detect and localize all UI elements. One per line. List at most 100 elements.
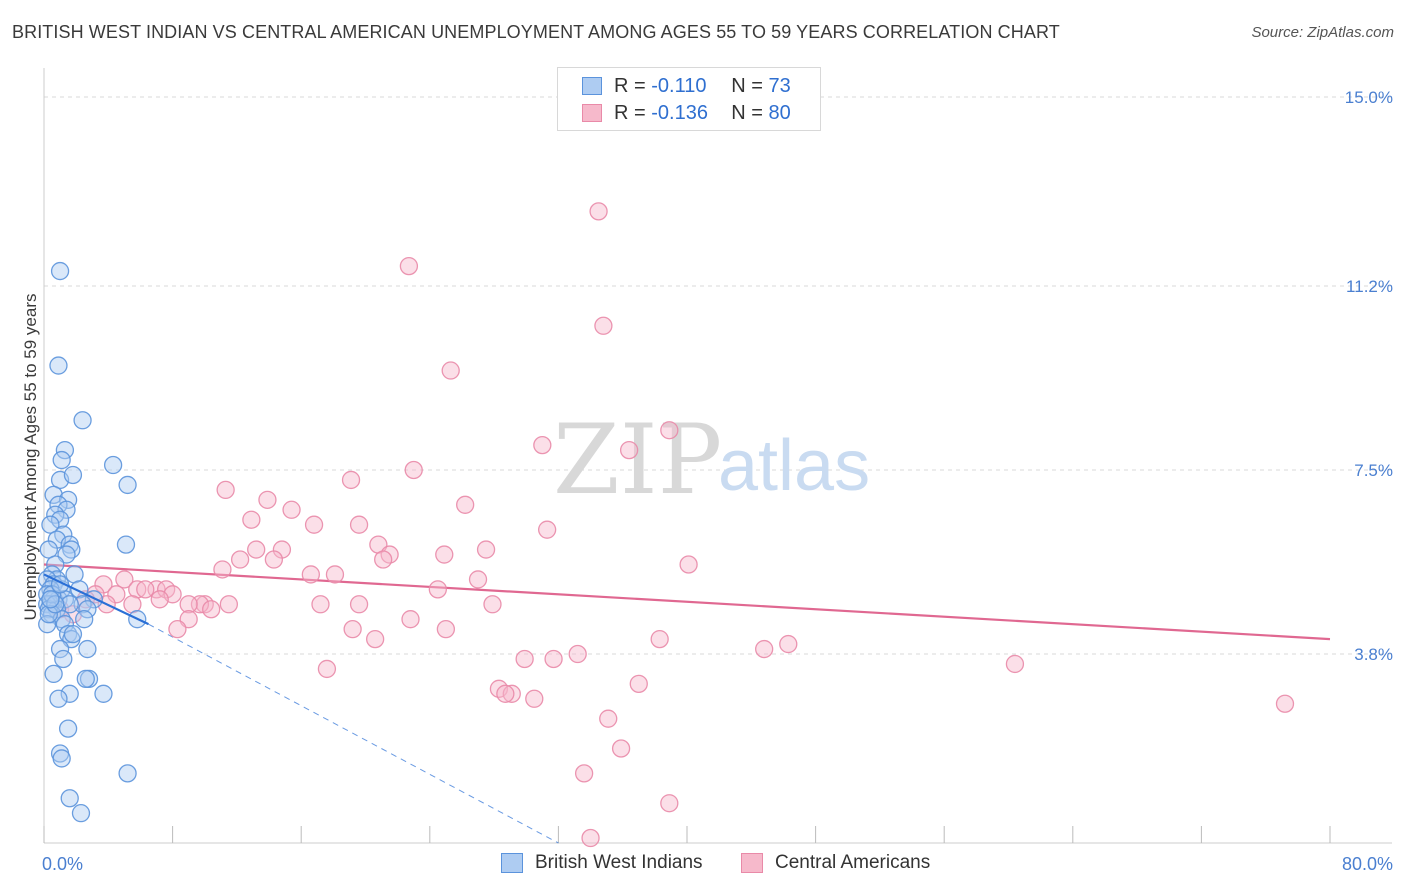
central-american-point xyxy=(341,470,361,490)
x-tick-labels: 0.0% 80.0% xyxy=(42,854,1393,874)
central-american-point xyxy=(242,510,261,529)
legend-n-value: 73 xyxy=(768,74,791,97)
british-west-indian-point xyxy=(76,669,95,689)
central-american-point xyxy=(428,580,447,599)
british-west-indian-point xyxy=(73,411,92,430)
central-american-point xyxy=(533,435,552,455)
british-west-indian-point xyxy=(63,465,83,485)
y-tick-label: 11.2% xyxy=(1346,277,1393,296)
british-west-indian-trend-extension xyxy=(148,623,559,844)
central-american-point xyxy=(1005,654,1025,674)
axes xyxy=(43,68,1392,844)
central-american-point xyxy=(107,585,126,604)
british-west-indian-point xyxy=(50,639,70,659)
legend-swatch-blue xyxy=(501,853,523,873)
central-american-point xyxy=(317,659,337,679)
central-american-point xyxy=(282,500,301,519)
central-american-point xyxy=(325,565,345,584)
central-american-point xyxy=(311,595,330,614)
x-tick-label: 80.0% xyxy=(1342,854,1393,874)
x-tick-label: 0.0% xyxy=(42,854,83,874)
british-west-indian-point xyxy=(78,639,97,659)
central-american-point xyxy=(216,480,235,500)
legend-swatch-pink xyxy=(582,104,602,122)
british-west-indian-point xyxy=(58,624,78,644)
central-american-point xyxy=(179,595,198,614)
central-american-point xyxy=(502,684,521,703)
central-american-point xyxy=(537,520,557,539)
british-west-indian-point xyxy=(55,440,75,460)
central-american-point xyxy=(258,490,277,509)
british-west-indian-point xyxy=(118,764,137,783)
british-west-indian-point xyxy=(46,555,65,574)
legend-r-label: R = xyxy=(614,101,646,124)
central-american-point xyxy=(483,595,502,614)
british-west-indian-point xyxy=(71,804,91,823)
y-tick-label: 7.5% xyxy=(1354,461,1393,480)
central-american-point xyxy=(219,595,239,614)
legend-swatch-pink xyxy=(741,853,763,873)
central-american-point xyxy=(343,619,362,639)
central-american-point xyxy=(594,316,613,335)
central-american-point xyxy=(496,684,515,703)
british-west-indian-point xyxy=(44,485,63,505)
legend-label: Central Americans xyxy=(775,852,931,873)
y-tick-label: 3.8% xyxy=(1354,645,1393,664)
central-american-point xyxy=(568,644,587,664)
british-west-indian-point xyxy=(39,605,58,624)
trend-lines xyxy=(43,563,1331,844)
central-american-point xyxy=(779,634,798,654)
central-american-point xyxy=(399,256,419,276)
source-label: Source: ZipAtlas.com xyxy=(1251,24,1394,41)
legend-item-british-west-indians: British West Indians xyxy=(501,852,703,874)
legend-n-label: N = xyxy=(731,74,763,97)
watermark-zip: ZIP xyxy=(553,404,722,516)
central-american-point xyxy=(436,619,456,639)
legend-row-pink: R = -0.136 N = 80 xyxy=(582,101,791,125)
central-american-point xyxy=(401,610,420,629)
stats-legend: R = -0.110 N = 73 R = -0.136 N = 80 xyxy=(557,67,821,131)
central-american-point xyxy=(629,674,648,694)
central-american-point xyxy=(365,629,385,649)
central-american-point xyxy=(264,550,284,569)
british-west-indian-point xyxy=(78,600,97,619)
central-american-point xyxy=(679,555,698,574)
y-axis-label: Unemployment Among Ages 55 to 59 years xyxy=(21,294,40,621)
central-american-point xyxy=(476,540,496,559)
central-american-point xyxy=(650,629,669,649)
british-west-indian-point xyxy=(52,450,71,470)
legend-label: British West Indians xyxy=(535,852,703,873)
series-legend: British West Indians Central Americans xyxy=(0,852,1406,878)
central-american-point xyxy=(599,709,618,728)
british-west-indian-point xyxy=(54,649,73,669)
legend-item-central-americans: Central Americans xyxy=(741,852,930,874)
british-west-indian-point xyxy=(94,684,113,703)
central-american-point xyxy=(468,570,488,589)
data-points xyxy=(38,202,1295,848)
grid-lines xyxy=(44,96,1392,655)
british-west-indian-point xyxy=(60,789,79,808)
british-west-indian-point xyxy=(58,719,78,738)
central-american-point xyxy=(456,495,475,514)
british-west-indian-point xyxy=(44,664,63,684)
central-american-point xyxy=(202,600,221,619)
central-american-point xyxy=(435,545,454,564)
central-american-trend-line xyxy=(43,563,1331,641)
british-west-indian-point xyxy=(50,261,70,281)
y-tick-labels: 3.8% 7.5% 11.2% 15.0% xyxy=(1345,88,1393,664)
legend-n-label: N = xyxy=(731,101,763,124)
legend-r-label: R = xyxy=(614,74,646,97)
british-west-indian-point xyxy=(116,535,136,554)
legend-n-value: 80 xyxy=(768,101,791,124)
british-west-indian-point xyxy=(60,684,79,703)
central-american-point xyxy=(168,619,187,639)
british-west-indian-point xyxy=(118,475,137,495)
central-american-point xyxy=(349,515,369,534)
british-west-indian-point xyxy=(52,749,71,768)
chart-title: BRITISH WEST INDIAN VS CENTRAL AMERICAN … xyxy=(12,22,1060,42)
central-american-point xyxy=(1275,694,1295,713)
central-american-point xyxy=(660,421,679,440)
central-american-point xyxy=(374,550,393,569)
legend-r-value: -0.136 xyxy=(651,101,708,124)
